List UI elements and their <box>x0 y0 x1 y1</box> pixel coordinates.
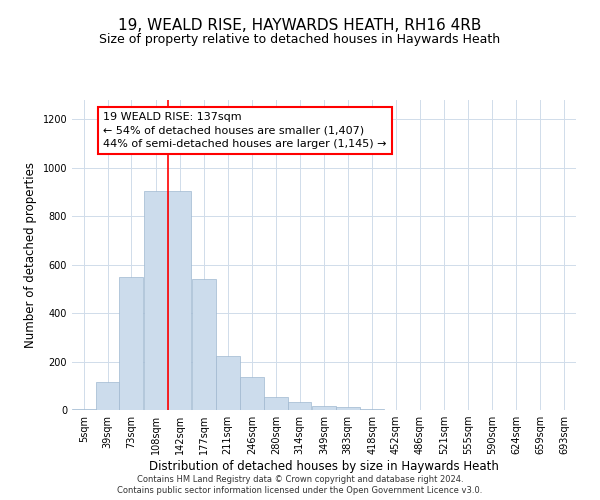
Bar <box>72 409 96 410</box>
Bar <box>216 356 239 410</box>
Bar <box>119 277 143 410</box>
Bar <box>360 409 384 410</box>
Bar <box>192 279 216 410</box>
X-axis label: Distribution of detached houses by size in Haywards Heath: Distribution of detached houses by size … <box>149 460 499 473</box>
Text: Size of property relative to detached houses in Haywards Heath: Size of property relative to detached ho… <box>100 32 500 46</box>
Y-axis label: Number of detached properties: Number of detached properties <box>24 162 37 348</box>
Bar <box>144 191 167 410</box>
Bar <box>240 378 264 410</box>
Bar <box>336 407 359 410</box>
Bar <box>312 406 336 410</box>
Text: Contains HM Land Registry data © Crown copyright and database right 2024.: Contains HM Land Registry data © Crown c… <box>137 475 463 484</box>
Bar <box>264 396 288 410</box>
Bar <box>167 191 191 410</box>
Bar <box>288 402 311 410</box>
Bar <box>96 382 119 410</box>
Text: Contains public sector information licensed under the Open Government Licence v3: Contains public sector information licen… <box>118 486 482 495</box>
Text: 19, WEALD RISE, HAYWARDS HEATH, RH16 4RB: 19, WEALD RISE, HAYWARDS HEATH, RH16 4RB <box>118 18 482 32</box>
Text: 19 WEALD RISE: 137sqm
← 54% of detached houses are smaller (1,407)
44% of semi-d: 19 WEALD RISE: 137sqm ← 54% of detached … <box>103 112 387 148</box>
